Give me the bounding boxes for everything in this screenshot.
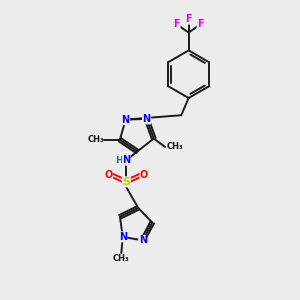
Text: CH₃: CH₃ — [166, 142, 183, 152]
Text: N: N — [122, 155, 130, 165]
Text: N: N — [119, 232, 127, 242]
Text: O: O — [140, 170, 148, 180]
Text: H: H — [115, 156, 122, 165]
Text: F: F — [197, 19, 204, 29]
Text: F: F — [173, 19, 180, 29]
Text: F: F — [185, 14, 192, 24]
Text: CH₃: CH₃ — [113, 254, 130, 263]
Text: N: N — [142, 114, 151, 124]
Text: N: N — [122, 115, 130, 124]
Text: N: N — [139, 236, 147, 245]
Text: S: S — [122, 177, 130, 187]
Text: O: O — [104, 170, 112, 180]
Text: CH₃: CH₃ — [87, 135, 104, 144]
